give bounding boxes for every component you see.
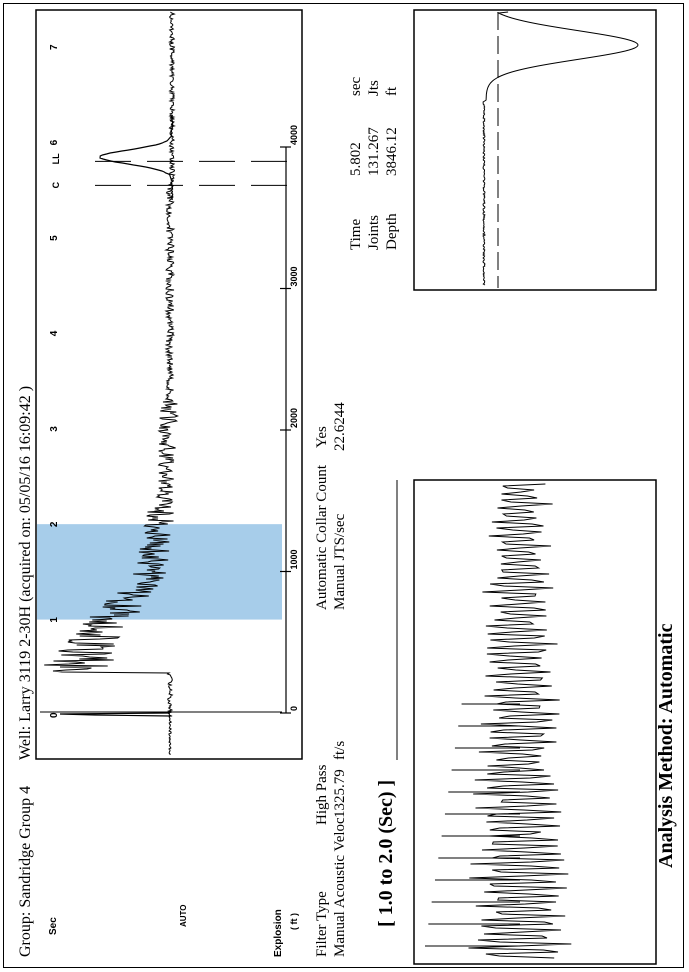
collar-detail-chart [413,479,657,965]
zoom-detail-chart [413,9,657,291]
velocity-unit: ft/s [332,741,348,760]
time-tick-label: 5 [49,235,60,241]
collar-count-value: Yes [314,426,330,448]
depth-label: Depth [384,213,400,250]
time-tick-label: 3 [49,426,60,432]
results-block: Time 5.802 sec Joints 131.267 Jts Depth … [348,77,400,250]
explosion-label: Explosion [273,909,284,957]
joints-label: Joints [366,215,382,250]
depth-tick-label: 4000 [289,125,299,145]
analysis-method: Analysis Method: Automatic [655,623,677,868]
filter-type-value: High Pass [314,764,330,825]
zoom-chart-frame [413,9,657,291]
time-tick-label: 0 [49,712,60,718]
time-axis-label: Sec [48,917,59,935]
time-label: Time [348,219,364,250]
amplitude-label: AUTO [179,904,188,927]
time-tick-label: 4 [49,330,60,336]
collar-window-title: [ 1.0 to 2.0 (Sec) ] [375,780,397,927]
zoom-waveform [482,11,639,286]
well-label: Well: Larry 3119 2-30H (acquired on: 05/… [17,386,34,760]
depth-tick-label: 3000 [289,266,299,286]
joints-unit: Jts [366,80,382,96]
marker-label-ll: LL [51,153,61,164]
depth-unit: ft [384,86,400,96]
time-tick-label: 6 [49,139,60,145]
velocity-value: 1325.79 [332,769,348,818]
collar-waveform [468,483,572,959]
depth-value: 3846.12 [384,127,400,176]
time-unit: sec [348,77,364,96]
settings-block: Filter Type High Pass Manual Acoustic Ve… [314,402,348,957]
marker-label-c: C [51,181,61,188]
page-border [3,3,684,968]
time-tick-label: 2 [49,521,60,527]
depth-tick-label: 2000 [289,408,299,428]
depth-tick-label: 1000 [289,549,299,569]
time-tick-label: 1 [49,617,60,623]
time-tick-label: 7 [49,44,60,50]
group-label: Group: Sandridge Group 4 [17,786,34,957]
joints-value: 131.267 [366,127,382,176]
velocity-label: Manual Acoustic Veloc [332,817,348,957]
jts-label: Manual JTS/sec [332,513,348,610]
depth-axis-label: ( ft ) [289,913,299,930]
jts-value: 22.6244 [332,402,348,451]
explosion-spike [59,712,171,717]
depth-tick-label: 0 [289,706,299,711]
time-value: 5.802 [348,142,364,176]
filter-type-label: Filter Type [314,891,330,957]
collar-count-label: Automatic Collar Count [314,464,330,610]
main-chart-frame [35,9,303,760]
